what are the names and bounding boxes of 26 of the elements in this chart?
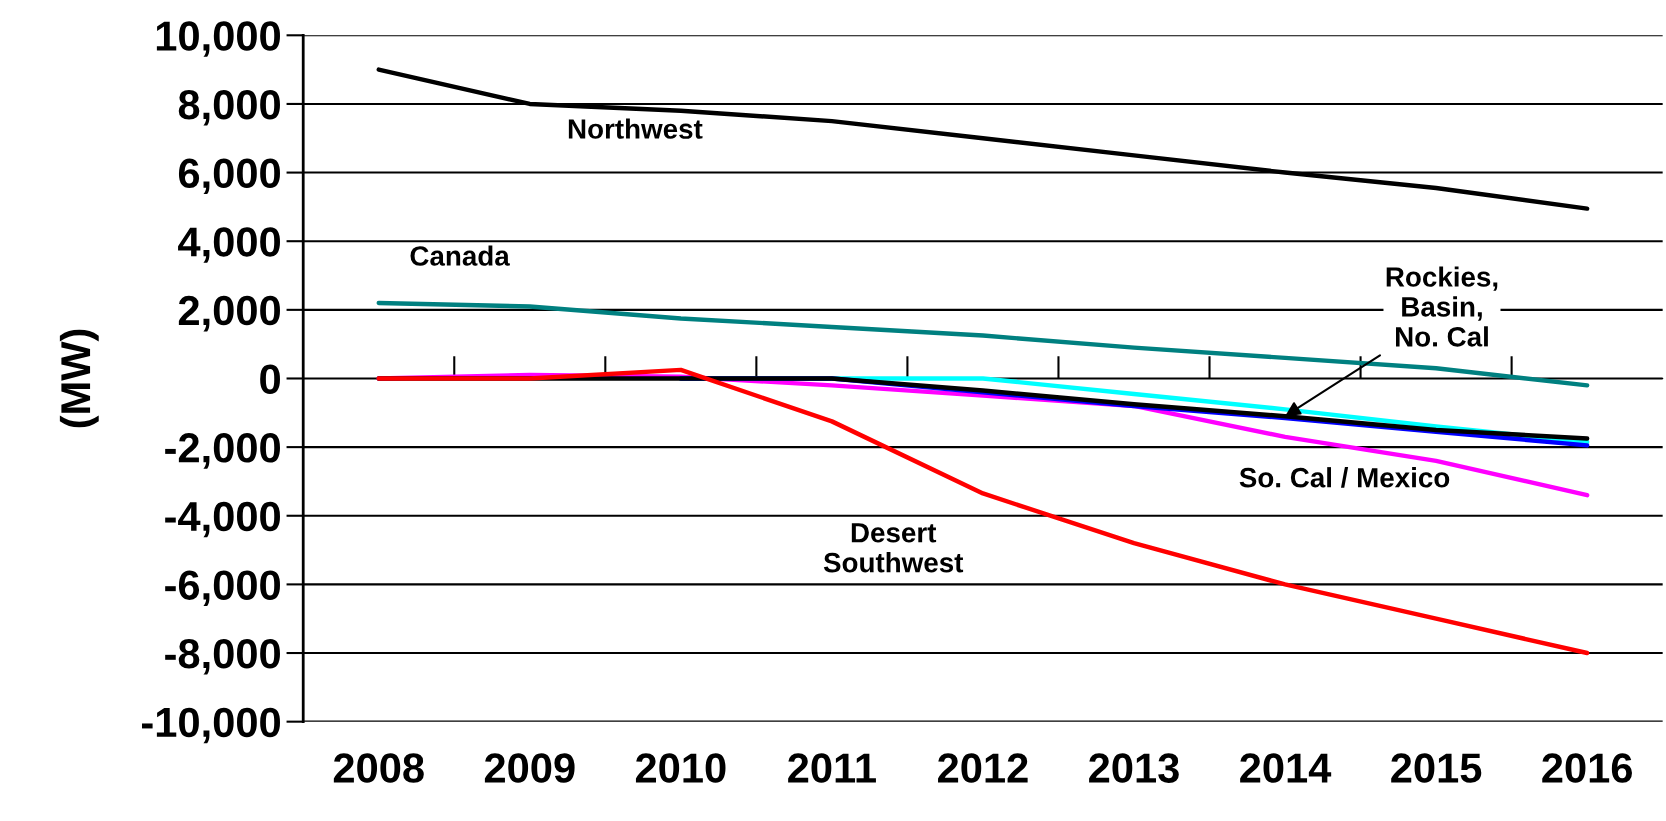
x-tick-label: 2015 [1391, 753, 1482, 783]
x-tick-label: 2008 [333, 753, 424, 783]
annotation: Canada [410, 245, 510, 266]
x-tick-label: 2016 [1542, 753, 1632, 783]
y-tick-label: 10,000 [156, 21, 280, 57]
x-tick-label: 2009 [484, 753, 575, 783]
y-tick-label: -6,000 [165, 570, 280, 606]
annotation: Rockies, Basin, No. Cal [1386, 266, 1498, 347]
x-tick-label: 2013 [1089, 753, 1179, 783]
y-tick-label: -8,000 [165, 639, 280, 675]
y-tick-label: 6,000 [178, 158, 280, 195]
annotation: So. Cal / Mexico [1239, 467, 1450, 488]
x-tick-label: 2011 [788, 753, 876, 783]
y-tick-label: -2,000 [165, 433, 280, 469]
annotation: Desert Southwest [823, 523, 964, 573]
y-tick-label: 8,000 [178, 89, 280, 126]
y-tick-label: 2,000 [178, 295, 280, 332]
y-tick-label: -10,000 [142, 707, 280, 744]
x-tick-label: 2014 [1240, 753, 1332, 783]
y-tick-label: -4,000 [165, 501, 280, 538]
x-tick-label: 2010 [635, 753, 726, 783]
annotation: Northwest [568, 118, 703, 139]
y-tick-label: 4,000 [178, 227, 280, 263]
x-tick-label: 2012 [938, 753, 1028, 783]
y-tick-label: 0 [260, 364, 280, 394]
y-axis-title: (MW) [59, 329, 99, 428]
